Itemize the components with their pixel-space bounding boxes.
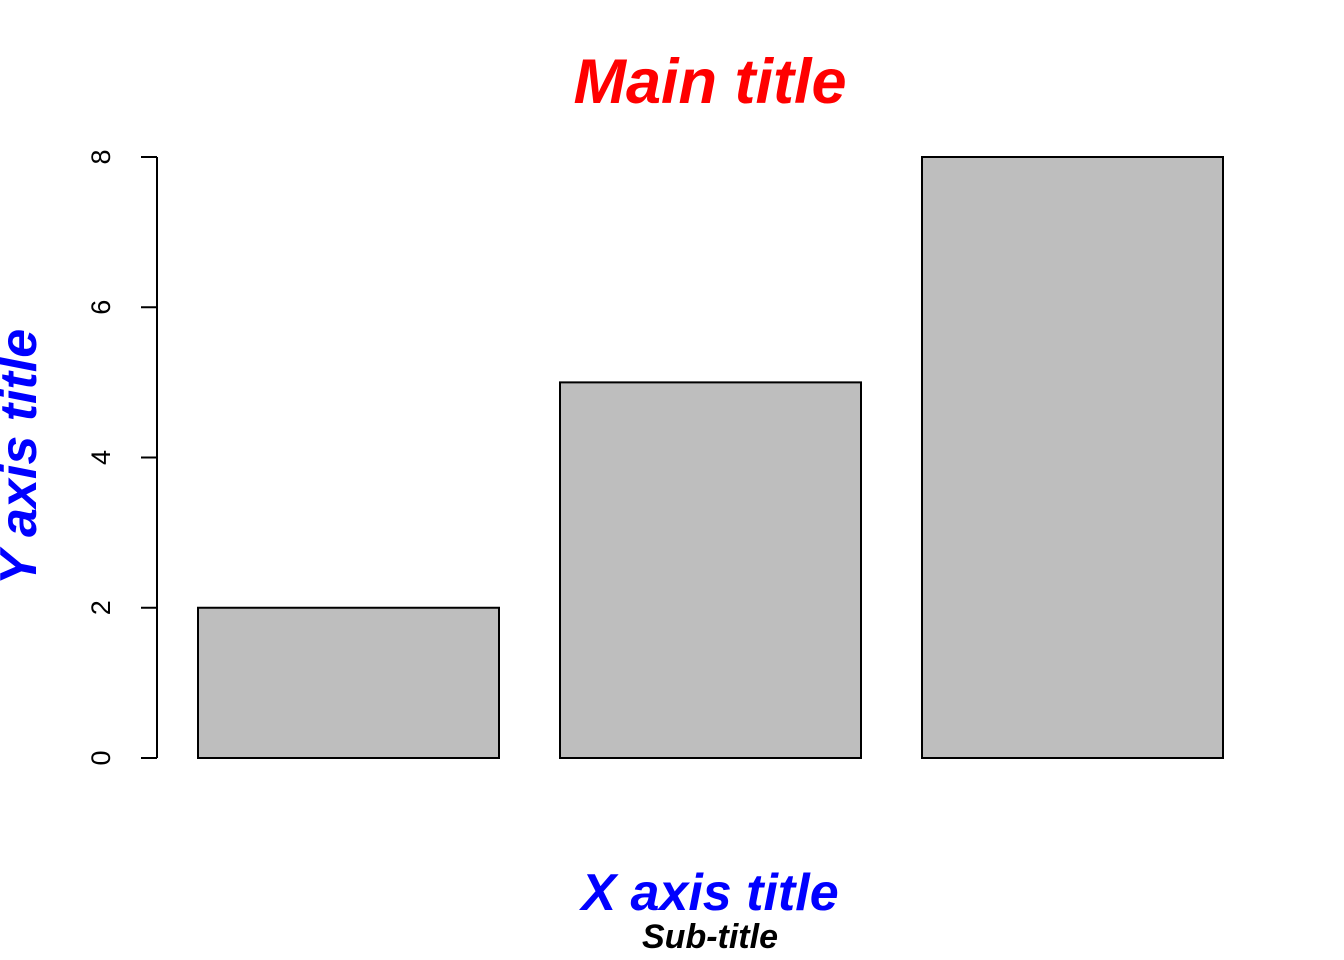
y-tick-label: 0 xyxy=(86,750,116,765)
y-tick-label: 2 xyxy=(86,600,116,615)
bar xyxy=(197,606,500,759)
bar xyxy=(921,156,1224,759)
chart-title: Main title xyxy=(573,47,846,117)
y-tick-label: 4 xyxy=(86,450,116,465)
y-axis-title: Y axis title xyxy=(0,329,48,585)
y-tick-label: 6 xyxy=(86,300,116,315)
chart-subtitle: Sub-title xyxy=(642,918,778,956)
bars-group xyxy=(197,156,1224,759)
bar xyxy=(559,381,862,759)
y-axis: 0 2 4 6 8 xyxy=(86,149,158,766)
y-tick-label: 8 xyxy=(86,149,116,164)
x-axis-title: X axis title xyxy=(578,864,838,922)
